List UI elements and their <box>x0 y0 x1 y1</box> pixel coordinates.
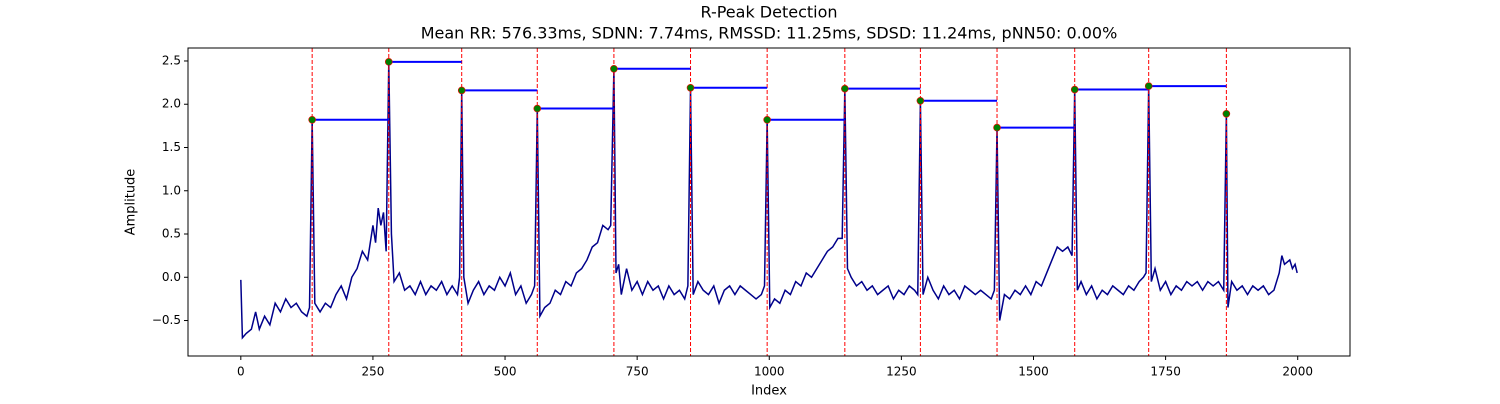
plot-frame <box>187 47 1351 357</box>
y-tick-label: 2.0 <box>162 97 181 111</box>
y-tick-label: −0.5 <box>152 313 181 327</box>
y-tick-label: 0.5 <box>162 227 181 241</box>
y-tick-label: 0.0 <box>162 270 181 284</box>
peak-marker <box>686 83 695 92</box>
x-tick-label: 1750 <box>1150 365 1181 379</box>
peak-marker <box>610 64 618 73</box>
x-tick-label: 750 <box>626 365 649 379</box>
y-tick-label: 1.0 <box>162 183 181 197</box>
peak-marker <box>1222 109 1231 118</box>
chart-title: R-Peak Detection <box>700 3 837 22</box>
x-tick-label: 1000 <box>754 365 785 379</box>
y-tick-label: 2.5 <box>162 53 181 67</box>
peak-marker <box>1144 82 1153 90</box>
peak-marker <box>763 116 771 124</box>
x-tick-label: 500 <box>494 365 517 379</box>
peak-marker <box>384 58 393 66</box>
peak-marker <box>916 96 925 105</box>
chart-subtitle: Mean RR: 576.33ms, SDNN: 7.74ms, RMSSD: … <box>421 24 1118 43</box>
peak-marker <box>993 123 1001 132</box>
x-tick-label: 0 <box>237 365 245 379</box>
x-axis-label: Index <box>751 384 787 399</box>
y-tick-label: 1.5 <box>162 140 181 154</box>
peak-marker <box>841 84 849 93</box>
x-tick-label: 250 <box>361 365 384 379</box>
peak-marker <box>308 116 316 124</box>
x-tick-label: 1250 <box>886 365 917 379</box>
signal-line <box>240 61 1298 340</box>
x-tick-label: 2000 <box>1282 365 1313 379</box>
y-axis-label: Amplitude <box>124 169 139 236</box>
peak-marker <box>457 86 466 95</box>
x-tick-label: 1500 <box>1018 365 1049 379</box>
peak-marker <box>1070 85 1079 94</box>
peak-marker <box>533 104 542 113</box>
